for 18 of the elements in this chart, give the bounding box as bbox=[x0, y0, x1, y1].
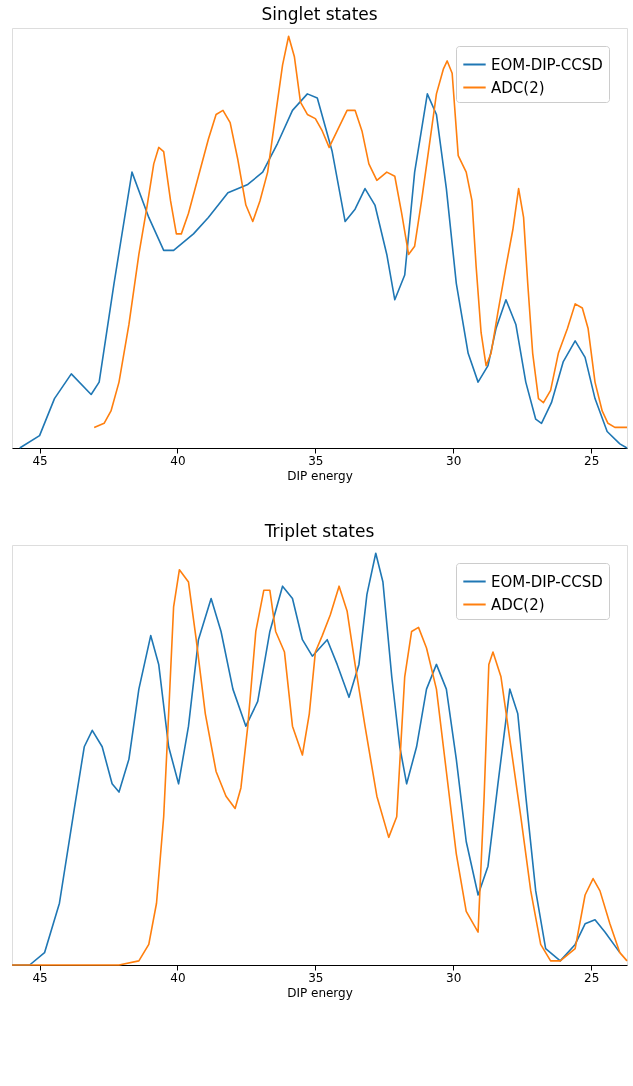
chart-title: Triplet states bbox=[263, 521, 375, 541]
chart-title: Singlet states bbox=[261, 4, 378, 24]
x-tick-label: 45 bbox=[32, 453, 48, 468]
legend-label: EOM-DIP-CCSD bbox=[491, 55, 603, 74]
x-tick-label: 25 bbox=[584, 970, 600, 985]
x-tick-label: 35 bbox=[308, 453, 324, 468]
x-axis-title: DIP energy bbox=[287, 468, 353, 483]
x-tick-label: 30 bbox=[446, 970, 462, 985]
x-axis-title: DIP energy bbox=[287, 985, 353, 1000]
legend-label: EOM-DIP-CCSD bbox=[491, 572, 603, 591]
x-tick-label: 25 bbox=[584, 453, 600, 468]
legend-label: ADC(2) bbox=[491, 595, 545, 614]
x-tick-label: 35 bbox=[308, 970, 324, 985]
legend-label: ADC(2) bbox=[491, 78, 545, 97]
x-tick-label: 40 bbox=[170, 970, 186, 985]
x-tick-label: 45 bbox=[32, 970, 48, 985]
x-tick-label: 30 bbox=[446, 453, 462, 468]
x-tick-label: 40 bbox=[170, 453, 186, 468]
